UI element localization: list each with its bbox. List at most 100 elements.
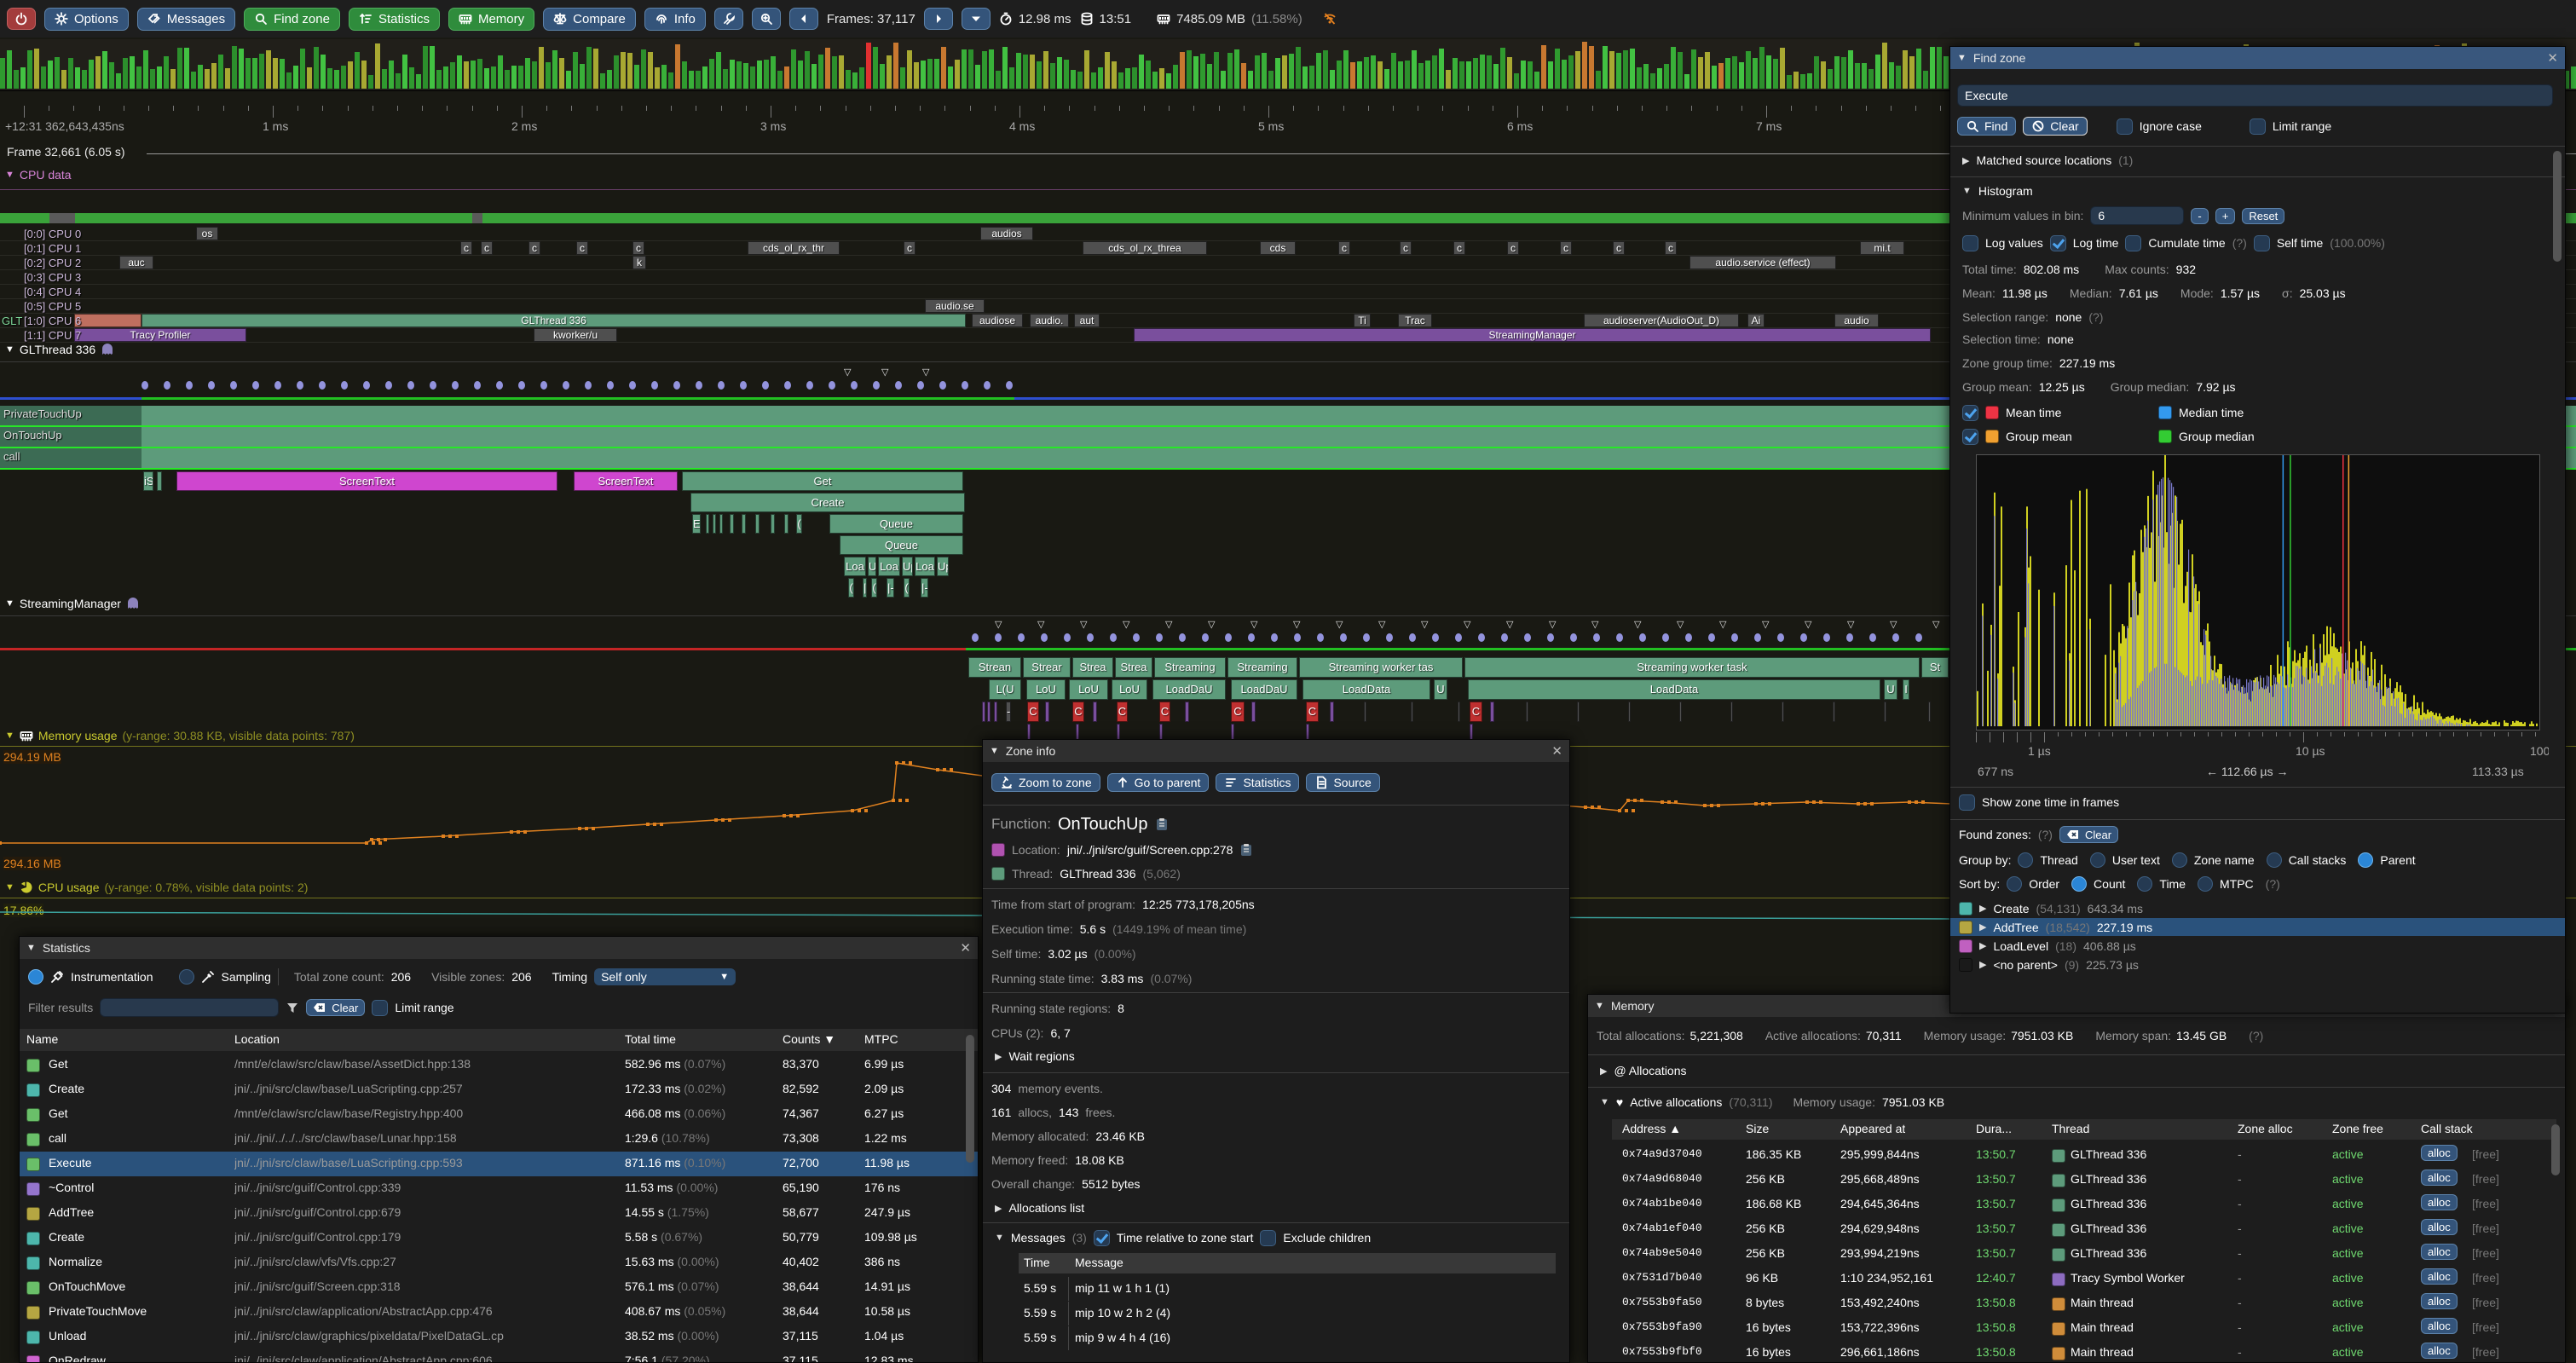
collapse-caret-icon[interactable]: ▼ <box>1595 1001 1604 1011</box>
frame-bar[interactable] <box>48 61 53 89</box>
frame-bar[interactable] <box>1705 52 1710 89</box>
sample-dot[interactable] <box>806 381 813 390</box>
frame-bar[interactable] <box>1084 50 1089 89</box>
power-button[interactable] <box>7 8 36 30</box>
frame-bar[interactable] <box>1541 45 1546 89</box>
zone-chip[interactable]: ( <box>848 578 854 598</box>
sample-dot[interactable] <box>1202 633 1209 642</box>
alloc-callstack-button[interactable]: alloc <box>2421 1268 2458 1285</box>
allocation-row[interactable]: 0x7553b9fa50 8 bytes 153,492,240ns 13:50.8 M… <box>1612 1291 2556 1316</box>
sample-dot[interactable] <box>1823 633 1830 642</box>
zone-chip[interactable]: C <box>1306 702 1319 722</box>
frame-bar[interactable] <box>232 46 237 89</box>
frame-bar[interactable] <box>361 61 367 89</box>
collapse-caret-icon[interactable]: ▼ <box>5 598 14 609</box>
frame-bar[interactable] <box>191 72 196 89</box>
frame-bar[interactable] <box>1309 66 1314 89</box>
frame-bar[interactable] <box>921 61 926 89</box>
frame-bar[interactable] <box>184 48 189 89</box>
frame-bar[interactable] <box>832 56 837 89</box>
zone-chip[interactable]: Loa <box>844 557 866 576</box>
frame-bar[interactable] <box>818 55 823 89</box>
frame-bar[interactable] <box>348 61 353 89</box>
sample-dot[interactable] <box>1317 633 1324 642</box>
column-header-zone-alloc[interactable]: Zone alloc <box>2238 1122 2293 1135</box>
min-bin-input[interactable]: 6 <box>2090 206 2185 225</box>
zone-chip[interactable] <box>742 514 746 534</box>
sample-dot[interactable] <box>474 381 481 390</box>
frame-bar[interactable] <box>846 70 851 89</box>
sample-dot[interactable] <box>1271 633 1278 642</box>
cpu-zone-chip[interactable]: audios <box>980 227 1033 240</box>
frame-bar[interactable] <box>1712 66 1717 89</box>
frame-bar[interactable] <box>14 70 19 89</box>
zone-chip[interactable]: ScreenText <box>176 471 557 491</box>
frame-bar[interactable] <box>1548 61 1553 89</box>
frame-bar[interactable] <box>157 66 162 89</box>
frame-bar[interactable] <box>1848 50 1853 89</box>
find-zone-button[interactable]: Find zone <box>244 7 340 31</box>
sample-dot[interactable] <box>1156 633 1163 642</box>
frame-bar[interactable] <box>784 66 789 89</box>
frame-bar[interactable] <box>1698 57 1703 89</box>
frame-bar[interactable] <box>1500 48 1505 89</box>
sample-dot[interactable] <box>363 381 370 390</box>
sample-dot[interactable] <box>1800 633 1807 642</box>
exclude-children-checkbox[interactable] <box>1260 1229 1277 1246</box>
sample-dot[interactable] <box>995 633 1002 642</box>
info-button[interactable]: Info <box>644 7 706 31</box>
frame-bar[interactable] <box>941 47 946 89</box>
allocation-row[interactable]: 0x74ab1be040 186.68 KB 294,645,364ns 13:50.… <box>1612 1193 2556 1217</box>
messages-button[interactable]: Messages <box>136 7 236 31</box>
find-zone-search-input[interactable]: Execute <box>1957 84 2553 107</box>
sample-dot[interactable] <box>851 381 858 390</box>
frame-bar[interactable] <box>1289 54 1294 89</box>
frame-bar[interactable] <box>968 49 973 89</box>
sample-dot[interactable] <box>1110 633 1117 642</box>
sample-dot[interactable] <box>1662 633 1669 642</box>
zone-chip[interactable]: LoU <box>1026 679 1066 700</box>
zone-chip[interactable]: Create <box>690 493 965 512</box>
expand-caret-icon[interactable]: ▶ <box>1979 922 1987 933</box>
frame-bar[interactable] <box>477 59 482 89</box>
sample-dot[interactable] <box>673 381 680 390</box>
sample-dot[interactable] <box>142 381 148 390</box>
streamingmanager-header[interactable]: ▼ StreamingManager <box>5 597 140 610</box>
table-row[interactable]: OnRedraw jni/../jni/src/claw/application/… <box>20 1349 978 1362</box>
frame-bar[interactable] <box>736 61 742 89</box>
zone-chip[interactable]: C <box>1231 702 1245 722</box>
radio-call-stacks[interactable] <box>2266 852 2282 868</box>
zone-chip[interactable] <box>784 514 788 534</box>
frame-bar[interactable] <box>1841 57 1846 89</box>
found-zones-clear-button[interactable]: Clear <box>2059 826 2119 843</box>
frame-bar[interactable] <box>130 56 135 89</box>
expand-caret-icon[interactable]: ▶ <box>1979 941 1987 951</box>
zone-chip[interactable] <box>706 514 709 534</box>
frame-bar[interactable] <box>423 46 428 89</box>
cpu-zone-chip[interactable]: audio <box>1834 314 1879 327</box>
frame-bar[interactable] <box>1480 55 1485 89</box>
sample-dot[interactable] <box>629 381 636 390</box>
table-row[interactable]: Create jni/../jni/src/claw/base/LuaScript… <box>20 1077 978 1102</box>
frame-bar[interactable] <box>1759 47 1765 89</box>
frame-bar[interactable] <box>1616 53 1621 89</box>
frame-bar[interactable] <box>450 62 455 89</box>
statistics-button[interactable]: Statistics <box>348 7 440 31</box>
filter-clear-button[interactable]: Clear <box>306 999 366 1016</box>
sample-dot[interactable] <box>1685 633 1692 642</box>
zone-chip[interactable]: - <box>1006 702 1011 722</box>
zone-chip[interactable] <box>755 514 760 534</box>
frame-bar[interactable] <box>641 49 646 89</box>
frame-bar[interactable] <box>975 65 980 89</box>
frame-bar[interactable] <box>1323 50 1328 89</box>
zone-chip[interactable] <box>1628 702 1631 722</box>
sample-dot[interactable] <box>164 381 170 390</box>
frame-bar[interactable] <box>89 60 94 89</box>
sample-dot[interactable] <box>1524 633 1531 642</box>
frame-bar[interactable] <box>1262 53 1267 89</box>
frame-bar[interactable] <box>245 58 251 89</box>
frame-bar[interactable] <box>1057 57 1062 89</box>
instrumentation-radio[interactable] <box>28 969 43 985</box>
zone-chip[interactable]: C <box>1027 702 1039 722</box>
sample-dot[interactable] <box>1133 633 1140 642</box>
